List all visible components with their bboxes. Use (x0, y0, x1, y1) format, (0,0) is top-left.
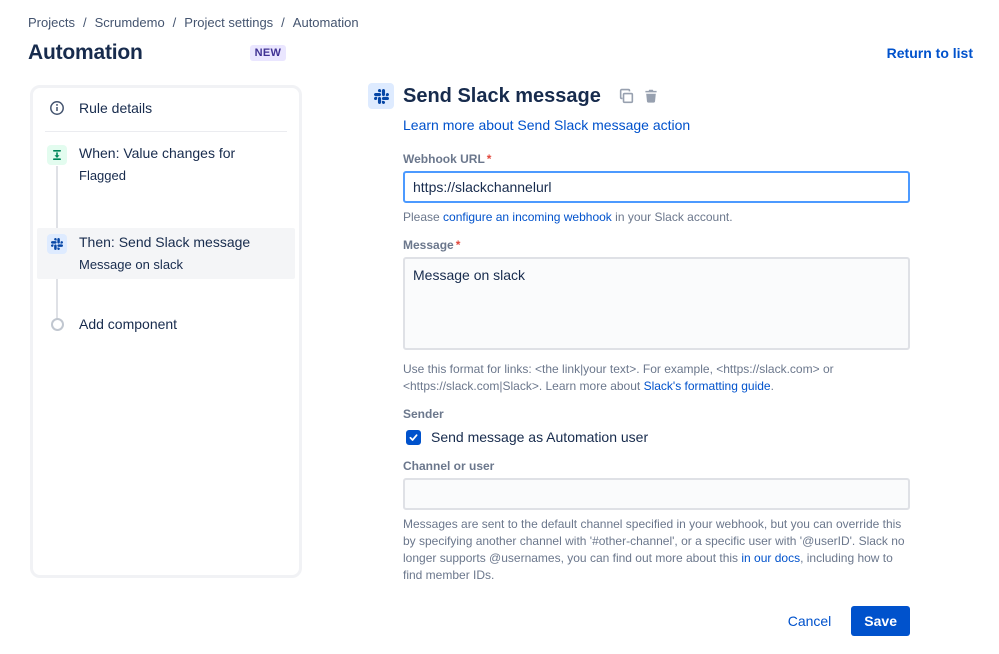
sender-label: Sender (403, 407, 444, 422)
breadcrumb-separator: / (82, 15, 87, 30)
cancel-button[interactable]: Cancel (787, 612, 832, 629)
new-badge: NEW (249, 45, 287, 61)
action-form: Learn more about Send Slack message acti… (403, 117, 910, 636)
learn-more-link[interactable]: Learn more about Send Slack message acti… (403, 117, 691, 133)
then-step-subtitle: Message on slack (79, 257, 184, 272)
webhook-url-label: Webhook URL * (403, 152, 492, 166)
action-title: Send Slack message (403, 84, 601, 107)
info-icon (47, 100, 67, 116)
breadcrumb-scrumdemo[interactable]: Scrumdemo (94, 15, 165, 30)
save-button[interactable]: Save (851, 605, 910, 636)
sidebar-item-add-component[interactable]: Add component (47, 316, 285, 333)
slack-icon (47, 234, 67, 254)
in-our-docs-link[interactable]: in our docs (741, 550, 801, 565)
sender-checkbox-row[interactable]: Send message as Automation user (406, 429, 910, 445)
value-changes-trigger-icon (47, 145, 67, 165)
breadcrumb-projects[interactable]: Projects (28, 15, 75, 30)
breadcrumb-separator: / (172, 15, 177, 30)
webhook-url-input[interactable] (403, 171, 910, 203)
sidebar-divider (45, 131, 287, 132)
slack-formatting-guide-link[interactable]: Slack's formatting guide (643, 378, 771, 393)
breadcrumb: Projects / Scrumdemo / Project settings … (28, 15, 359, 30)
duplicate-action-button[interactable] (618, 88, 635, 105)
message-help-text: Use this format for links: <the link|you… (403, 361, 834, 393)
channel-or-user-input[interactable] (403, 478, 910, 511)
when-step-title: When: Value changes for (79, 145, 236, 161)
rule-steps-card: Rule details When: Value changes for Fla… (30, 85, 302, 578)
add-component-circle-icon (47, 318, 67, 331)
breadcrumb-separator: / (281, 15, 285, 30)
sidebar-item-when-trigger[interactable]: When: Value changes for Flagged (47, 145, 285, 184)
sidebar-item-rule-details[interactable]: Rule details (47, 100, 285, 116)
sidebar-item-then-action[interactable]: Then: Send Slack message Message on slac… (37, 228, 295, 279)
delete-action-button[interactable] (643, 88, 659, 104)
action-editor: Send Slack message Learn more about Send… (368, 83, 910, 636)
breadcrumb-automation[interactable]: Automation (292, 15, 359, 30)
required-asterisk: * (486, 152, 492, 166)
when-step-subtitle: Flagged (79, 168, 126, 183)
then-step-title: Then: Send Slack message (79, 234, 251, 250)
sender-checkbox-label: Send message as Automation user (431, 429, 649, 446)
webhook-help-text: Please configure an incoming webhook in … (403, 210, 733, 224)
page-header: Automation NEW Return to list (28, 41, 973, 65)
required-asterisk: * (455, 237, 461, 252)
channel-help-text: Messages are sent to the default channel… (403, 517, 905, 582)
return-to-list-link[interactable]: Return to list (886, 45, 973, 61)
add-component-label: Add component (79, 316, 178, 332)
form-actions: Cancel Save (403, 605, 910, 636)
configure-webhook-link[interactable]: configure an incoming webhook (443, 210, 612, 224)
page-title: Automation (28, 41, 143, 64)
action-header: Send Slack message (368, 83, 910, 109)
rule-details-label: Rule details (79, 100, 153, 116)
sender-checkbox[interactable] (406, 429, 421, 445)
slack-icon (368, 83, 394, 109)
message-textarea[interactable]: Message on slack (403, 256, 910, 350)
breadcrumb-project-settings[interactable]: Project settings (184, 15, 274, 30)
message-label: Message * (403, 237, 461, 252)
channel-or-user-label: Channel or user (403, 459, 495, 474)
